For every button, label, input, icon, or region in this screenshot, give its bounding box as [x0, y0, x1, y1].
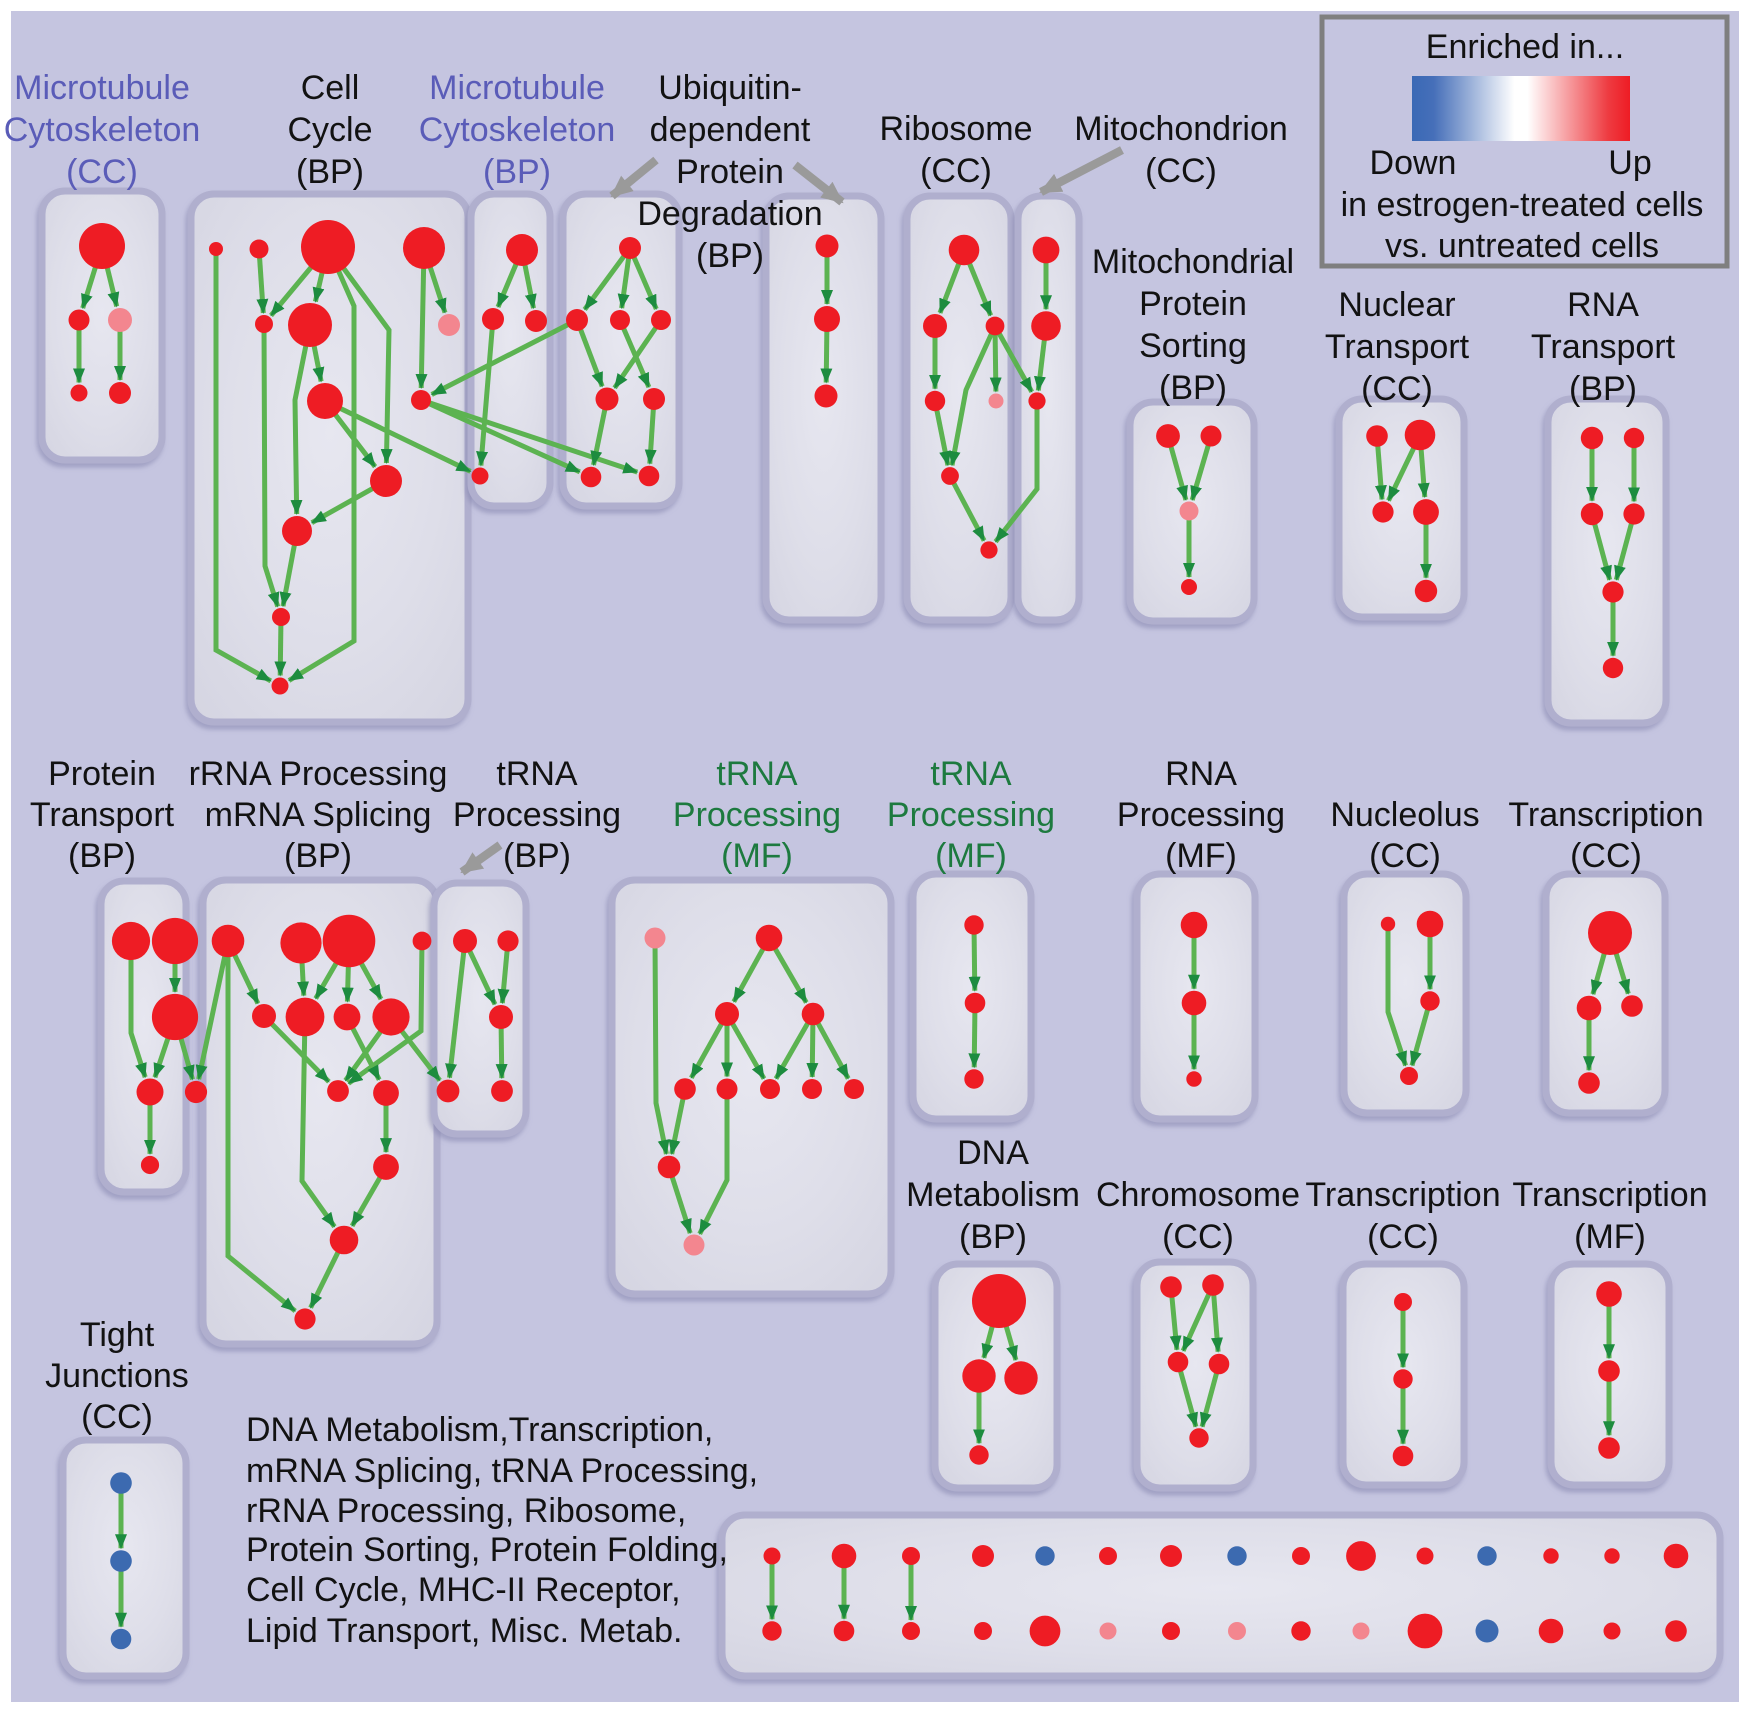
svg-text:tRNA: tRNA [496, 755, 578, 793]
svg-text:(MF): (MF) [1165, 837, 1237, 875]
svg-text:Cell: Cell [301, 69, 360, 107]
svg-text:Transcription: Transcription [1305, 1176, 1500, 1214]
svg-text:Transcription: Transcription [1512, 1176, 1707, 1214]
svg-text:Nuclear: Nuclear [1338, 286, 1455, 324]
svg-text:Mitochondrion: Mitochondrion [1074, 110, 1288, 148]
svg-text:Lipid Transport, Misc. Metab.: Lipid Transport, Misc. Metab. [246, 1612, 683, 1650]
svg-text:Chromosome: Chromosome [1096, 1176, 1300, 1214]
svg-text:Ubiquitin-: Ubiquitin- [658, 69, 802, 107]
svg-text:Ribosome: Ribosome [879, 110, 1032, 148]
svg-text:(BP): (BP) [503, 837, 571, 875]
svg-text:tRNA: tRNA [716, 755, 798, 793]
svg-text:Junctions: Junctions [45, 1357, 189, 1395]
svg-text:Tight: Tight [80, 1316, 155, 1354]
svg-text:Cytoskeleton: Cytoskeleton [4, 111, 201, 149]
svg-text:Processing: Processing [1117, 796, 1285, 834]
svg-text:Microtubule: Microtubule [14, 69, 190, 107]
svg-text:Protein Sorting, Protein Foldi: Protein Sorting, Protein Folding, [246, 1531, 728, 1569]
svg-text:Cell Cycle, MHC-II Receptor,: Cell Cycle, MHC-II Receptor, [246, 1571, 681, 1609]
svg-text:(MF): (MF) [721, 837, 793, 875]
svg-text:(CC): (CC) [1570, 837, 1642, 875]
svg-text:Transcription: Transcription [1508, 796, 1703, 834]
svg-text:(BP): (BP) [696, 237, 764, 275]
svg-text:Protein: Protein [48, 755, 156, 793]
svg-text:(CC): (CC) [1361, 370, 1433, 408]
svg-text:(CC): (CC) [920, 152, 992, 190]
svg-text:Cycle: Cycle [287, 111, 372, 149]
svg-text:Transport: Transport [30, 796, 175, 834]
svg-text:tRNA: tRNA [930, 755, 1012, 793]
svg-text:vs. untreated cells: vs. untreated cells [1385, 227, 1659, 265]
svg-text:Microtubule: Microtubule [429, 69, 605, 107]
svg-text:Protein: Protein [676, 153, 784, 191]
svg-text:(BP): (BP) [296, 153, 364, 191]
svg-text:Up: Up [1608, 144, 1651, 182]
svg-text:rRNA Processing: rRNA Processing [189, 755, 448, 793]
svg-text:Mitochondrial: Mitochondrial [1092, 243, 1294, 281]
svg-text:(BP): (BP) [68, 837, 136, 875]
svg-text:(MF): (MF) [935, 837, 1007, 875]
svg-text:(CC): (CC) [66, 153, 138, 191]
svg-text:rRNA Processing, Ribosome,: rRNA Processing, Ribosome, [246, 1492, 686, 1530]
svg-text:dependent: dependent [650, 111, 811, 149]
svg-text:(CC): (CC) [1162, 1218, 1234, 1256]
svg-text:DNA: DNA [957, 1134, 1029, 1172]
svg-text:Cytoskeleton: Cytoskeleton [419, 111, 616, 149]
svg-text:Sorting: Sorting [1139, 327, 1247, 365]
svg-text:mRNA Splicing, tRNA Processing: mRNA Splicing, tRNA Processing, [246, 1452, 758, 1490]
svg-text:in estrogen-treated cells: in estrogen-treated cells [1341, 186, 1704, 224]
svg-text:Processing: Processing [673, 796, 841, 834]
svg-text:(BP): (BP) [483, 153, 551, 191]
svg-text:RNA: RNA [1567, 286, 1639, 324]
svg-text:mRNA Splicing: mRNA Splicing [205, 796, 432, 834]
svg-text:Nucleolus: Nucleolus [1330, 796, 1479, 834]
svg-text:(MF): (MF) [1574, 1218, 1646, 1256]
svg-text:(CC): (CC) [1367, 1218, 1439, 1256]
svg-text:Transport: Transport [1325, 328, 1470, 366]
svg-text:(CC): (CC) [1369, 837, 1441, 875]
svg-text:Protein: Protein [1139, 285, 1247, 323]
svg-text:(BP): (BP) [959, 1218, 1027, 1256]
svg-text:Processing: Processing [453, 796, 621, 834]
svg-text:(BP): (BP) [1159, 369, 1227, 407]
svg-text:RNA: RNA [1165, 755, 1237, 793]
svg-text:(CC): (CC) [81, 1398, 153, 1436]
svg-text:Processing: Processing [887, 796, 1055, 834]
svg-text:DNA Metabolism,Transcription,: DNA Metabolism,Transcription, [246, 1411, 713, 1449]
svg-text:Degradation: Degradation [637, 195, 822, 233]
svg-text:Enriched in...: Enriched in... [1426, 28, 1624, 66]
svg-text:(BP): (BP) [1569, 370, 1637, 408]
svg-text:Metabolism: Metabolism [906, 1176, 1080, 1214]
svg-text:(BP): (BP) [284, 837, 352, 875]
svg-text:(CC): (CC) [1145, 152, 1217, 190]
svg-text:Transport: Transport [1531, 328, 1676, 366]
svg-text:Down: Down [1370, 144, 1457, 182]
